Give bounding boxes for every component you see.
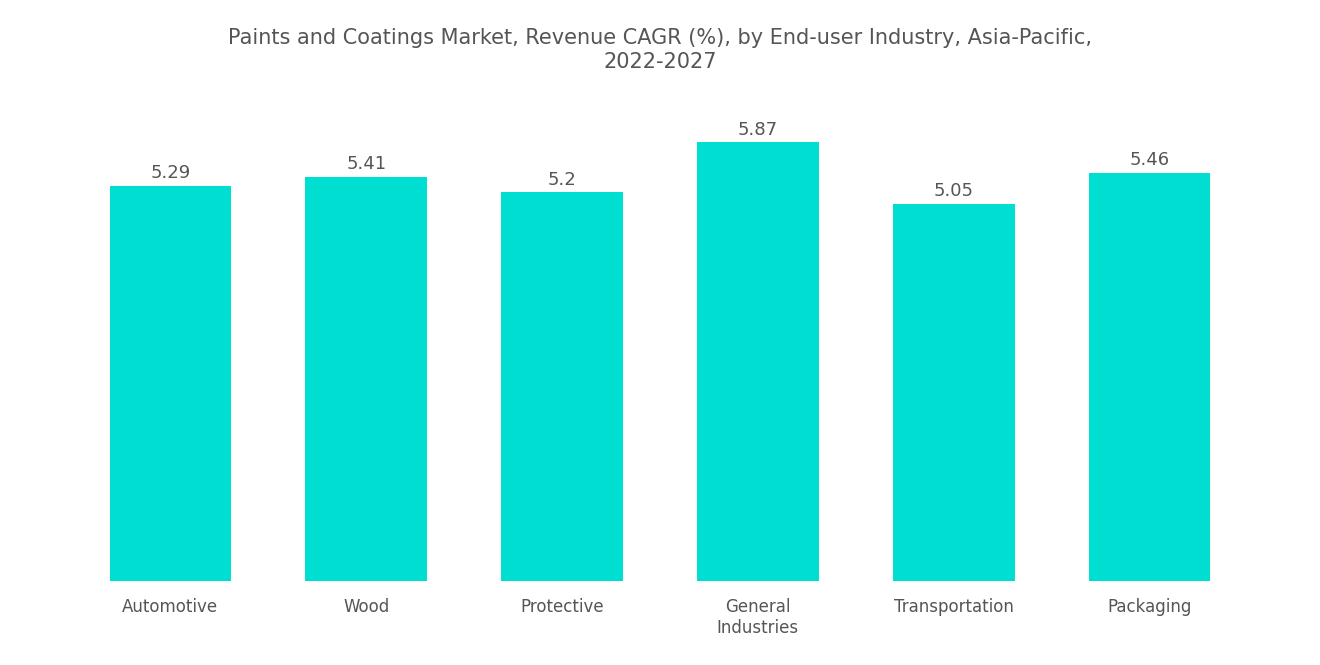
- Text: 5.87: 5.87: [738, 120, 777, 138]
- Text: 5.46: 5.46: [1130, 152, 1170, 170]
- Text: 5.41: 5.41: [346, 155, 387, 173]
- Text: 5.2: 5.2: [548, 171, 577, 189]
- Bar: [502, 192, 623, 581]
- Bar: [1089, 173, 1210, 581]
- Text: 5.05: 5.05: [933, 182, 974, 200]
- Bar: [697, 142, 818, 581]
- Title: Paints and Coatings Market, Revenue CAGR (%), by End-user Industry, Asia-Pacific: Paints and Coatings Market, Revenue CAGR…: [228, 29, 1092, 72]
- Text: 5.29: 5.29: [150, 164, 190, 182]
- Bar: [110, 186, 231, 581]
- Bar: [894, 203, 1015, 581]
- Bar: [305, 177, 426, 581]
